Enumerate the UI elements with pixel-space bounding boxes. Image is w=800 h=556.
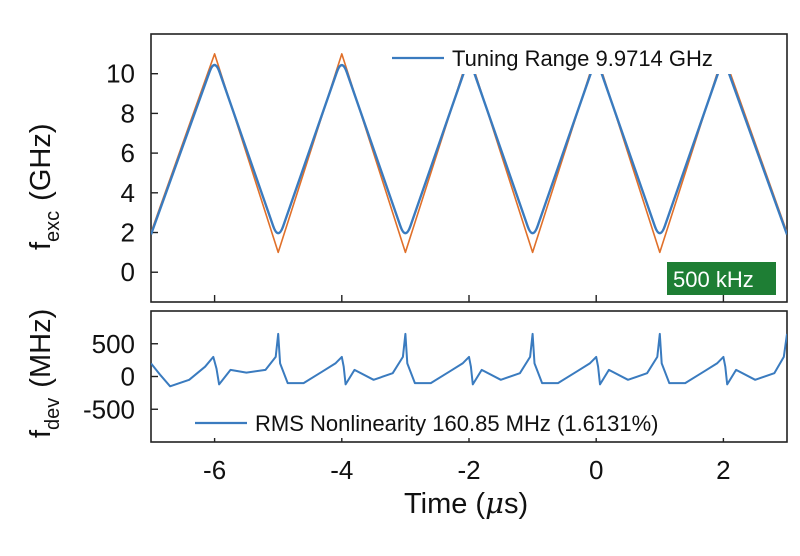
svg-text:fexc(GHz): fexc (GHz) (25, 123, 64, 250)
top-ylabel-sub: exc (42, 211, 64, 242)
bottom-x-tick-label: 0 (589, 455, 603, 485)
bottom-y-tick-label: 500 (92, 329, 135, 359)
top-legend: Tuning Range 9.9714 GHz (385, 40, 781, 74)
svg-text:fdev(MHz): fdev (MHz) (25, 309, 64, 438)
frequency-badge-label: 500 kHz (673, 267, 754, 292)
bottom-ylabel-unit: (MHz) (25, 309, 57, 388)
nonlinearity-line (151, 332, 787, 388)
top-series-group (151, 53, 787, 254)
ideal-triangle-line (151, 53, 787, 254)
frequency-badge: 500 kHz (667, 262, 776, 295)
bottom-series-group (151, 332, 787, 388)
x-axis-title-head: Time ( (404, 488, 485, 520)
x-axis-title-mu: μ (485, 486, 504, 520)
frequency-badge-box (667, 262, 776, 295)
bottom-y-axis-title: fdev (MHz) (25, 309, 64, 438)
top-y-tick-label: 6 (121, 138, 135, 168)
tuning-range-line (151, 63, 787, 235)
bottom-x-tick-label: -4 (330, 455, 353, 485)
top-plot-frame (150, 33, 788, 303)
bottom-x-tick-label: -6 (203, 455, 226, 485)
bottom-legend: RMS Nonlinearity 160.85 MHz (1.6131%) (188, 406, 782, 438)
bottom-x-ticks: -6 -4 -2 0 2 (203, 295, 731, 485)
bottom-y-tick-label: 0 (121, 362, 135, 392)
top-ylabel-main: f (25, 241, 57, 250)
bottom-y-tick-label: -500 (83, 394, 135, 424)
top-y-tick-label: 4 (121, 178, 135, 208)
top-panel: 0 2 4 6 8 10 fexc (GHz) Tuning Range 9.9714 GH… (25, 33, 788, 303)
bottom-ylabel-sub: dev (42, 398, 64, 430)
bottom-ylabel-main: f (25, 429, 57, 438)
top-y-tick-label: 10 (106, 59, 135, 89)
x-axis-title: Time (μs) (404, 486, 528, 520)
x-axis-title-tail: s) (504, 488, 528, 520)
top-ylabel-unit: (GHz) (25, 123, 57, 200)
bottom-x-tick-label: 2 (716, 455, 730, 485)
top-legend-label: Tuning Range 9.9714 GHz (452, 46, 713, 71)
top-y-tick-label: 2 (121, 218, 135, 248)
top-y-tick-label: 8 (121, 98, 135, 128)
top-y-axis-title: fexc (GHz) (25, 123, 64, 250)
top-y-ticks: 0 2 4 6 8 10 (106, 59, 158, 287)
bottom-legend-label: RMS Nonlinearity 160.85 MHz (1.6131%) (255, 411, 659, 436)
top-y-tick-label: 0 (121, 257, 135, 287)
bottom-x-tick-label: -2 (457, 455, 480, 485)
